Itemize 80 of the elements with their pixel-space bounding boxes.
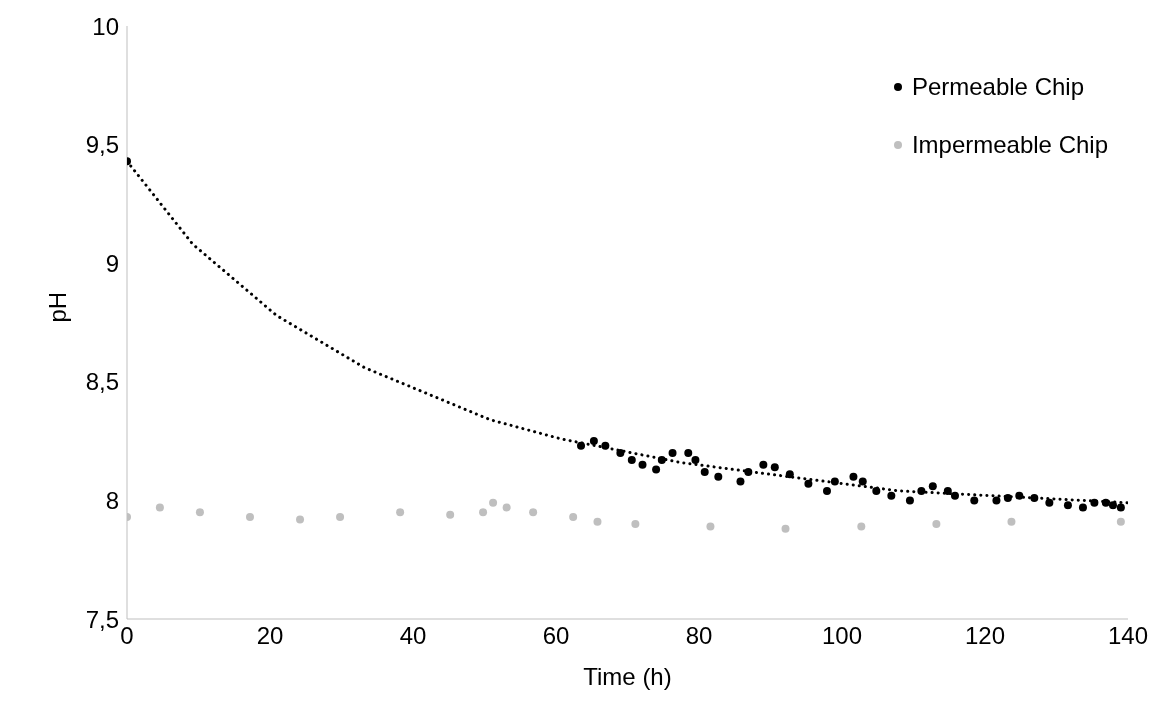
point	[770, 463, 779, 472]
point	[657, 456, 666, 465]
point	[479, 508, 488, 517]
point	[849, 472, 858, 481]
point	[336, 513, 345, 521]
point	[759, 460, 768, 469]
y-axis-title: pH	[43, 291, 71, 323]
x-tick-label: 120	[964, 622, 1006, 650]
point	[943, 486, 952, 495]
legend-label: Impermeable Chip	[911, 130, 1108, 160]
y-tick-label: 8	[105, 486, 119, 514]
point	[706, 522, 715, 531]
x-tick-label: 40	[399, 622, 427, 650]
point	[529, 508, 538, 517]
point	[804, 479, 813, 488]
point	[872, 486, 881, 495]
y-tick-label: 9	[105, 249, 119, 277]
point	[627, 456, 636, 465]
point	[1063, 501, 1072, 510]
point	[1007, 517, 1016, 526]
y-tick-label: 9,5	[85, 131, 119, 159]
point	[1108, 501, 1117, 510]
point	[1015, 491, 1024, 500]
point	[668, 448, 677, 457]
point	[195, 508, 204, 517]
point	[631, 520, 640, 529]
point	[1116, 503, 1125, 512]
point	[638, 460, 647, 469]
point	[577, 441, 586, 450]
point	[950, 491, 959, 500]
y-tick-label: 10	[92, 12, 119, 40]
point	[1003, 494, 1012, 503]
x-tick-label: 20	[256, 622, 284, 650]
point	[744, 467, 753, 476]
x-tick-label: 140	[1107, 622, 1149, 650]
point	[700, 467, 709, 476]
point	[652, 465, 661, 474]
point	[887, 491, 896, 500]
point	[785, 470, 794, 479]
point	[992, 496, 1001, 505]
point	[857, 522, 866, 531]
point	[296, 515, 305, 524]
point	[970, 496, 979, 505]
point	[822, 486, 831, 495]
point	[616, 448, 625, 457]
point	[1078, 503, 1087, 512]
point	[245, 513, 254, 521]
point	[489, 498, 498, 507]
point	[928, 482, 937, 491]
point	[858, 477, 867, 486]
point	[446, 510, 455, 519]
point	[714, 472, 723, 481]
point	[155, 503, 164, 512]
point	[684, 448, 693, 457]
point	[1045, 498, 1054, 507]
point	[396, 508, 405, 517]
point	[917, 486, 926, 495]
y-tick-label: 7,5	[85, 605, 119, 633]
point	[691, 456, 700, 465]
legend-label: Permeable Chip	[911, 72, 1084, 102]
x-axis-title: Time (h)	[583, 663, 672, 690]
x-tick-label: 0	[120, 622, 134, 650]
point	[1090, 498, 1099, 507]
x-tick-label: 100	[821, 622, 863, 650]
point	[781, 524, 790, 533]
point	[589, 437, 598, 446]
point	[830, 477, 839, 486]
point	[593, 517, 602, 526]
point	[932, 520, 941, 529]
x-tick-label: 80	[685, 622, 713, 650]
y-tick-label: 8,5	[85, 368, 119, 396]
point	[601, 441, 610, 450]
point	[1101, 498, 1110, 507]
point	[1116, 517, 1125, 526]
point	[736, 477, 745, 486]
x-tick-label: 60	[542, 622, 570, 650]
point	[569, 513, 578, 521]
point	[502, 503, 511, 512]
point	[1030, 494, 1039, 503]
point	[905, 496, 914, 505]
